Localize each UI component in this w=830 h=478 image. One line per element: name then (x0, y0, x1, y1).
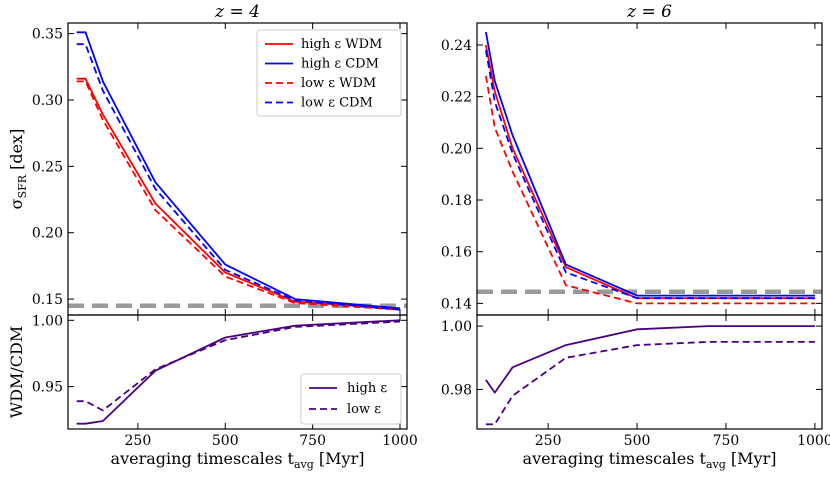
x-tick-label: 500 (624, 433, 651, 449)
series-line-top-left-2 (76, 80, 401, 311)
legend-label: high ε (347, 381, 387, 396)
chart-title: z = 4 (214, 2, 260, 22)
chart-title: z = 6 (626, 2, 672, 22)
legend-label: high ε CDM (301, 57, 379, 72)
y-axis-label: σSFR [dex] (7, 129, 29, 210)
y-tick-label: 1.00 (32, 313, 63, 329)
x-tick-label: 750 (713, 433, 740, 449)
legend-label: low ε CDM (301, 96, 373, 111)
series-line-top-right-0 (485, 44, 815, 300)
legend-box (300, 373, 402, 425)
panel-plot-area-top-left (68, 31, 407, 311)
series-line-top-right-3 (485, 49, 815, 300)
y-tick-label: 0.20 (441, 141, 472, 157)
legend-label: low ε (347, 402, 381, 417)
x-axis-label: averaging timescales tavg [Myr] (523, 449, 777, 471)
x-tick-label: 750 (299, 433, 326, 449)
x-tick-label: 500 (212, 433, 239, 449)
panel-plot-area-top-right (477, 31, 822, 305)
y-tick-label: 0.24 (441, 38, 472, 54)
y-tick-label: 0.98 (441, 382, 472, 398)
y-tick-label: 0.18 (441, 193, 472, 209)
y-axis-label: WDM/CDM (7, 326, 26, 419)
axes-frame-bottom-left (67, 314, 408, 430)
y-tick-label: 0.16 (441, 245, 472, 261)
series-line-top-left-1 (76, 31, 401, 310)
x-tick-label: 1000 (382, 433, 418, 449)
series-line-bottom-right-1 (485, 340, 815, 426)
x-tick-label: 250 (535, 433, 562, 449)
legend-label: high ε WDM (301, 37, 382, 52)
series-line-bottom-left-0 (76, 319, 401, 425)
panel-plot-area-bottom-right (485, 325, 815, 426)
x-axis-label: averaging timescales tavg [Myr] (111, 449, 365, 471)
y-tick-label: 0.22 (441, 90, 472, 106)
x-tick-label: 250 (125, 433, 152, 449)
y-tick-label: 0.35 (32, 27, 63, 43)
legend-box (256, 29, 402, 117)
axes-frame-bottom-right (476, 314, 823, 430)
y-tick-label: 0.30 (32, 93, 63, 109)
panel-plot-area-bottom-left (76, 319, 401, 425)
series-line-top-right-1 (485, 31, 815, 297)
series-line-bottom-left-1 (76, 320, 401, 412)
y-tick-label: 0.95 (32, 380, 63, 396)
series-line-bottom-right-0 (485, 325, 815, 394)
y-tick-label: 0.15 (32, 292, 63, 308)
y-tick-label: 0.20 (32, 226, 63, 242)
x-tick-label: 1000 (797, 433, 830, 449)
series-line-top-left-0 (76, 77, 401, 310)
legend-label: low ε WDM (301, 76, 376, 91)
y-tick-label: 0.25 (32, 159, 63, 175)
series-line-top-right-2 (485, 75, 815, 305)
y-tick-label: 1.00 (441, 319, 472, 335)
axes-frame-top-right (476, 22, 823, 316)
series-line-top-left-3 (76, 43, 401, 311)
y-tick-label: 0.14 (441, 296, 472, 312)
